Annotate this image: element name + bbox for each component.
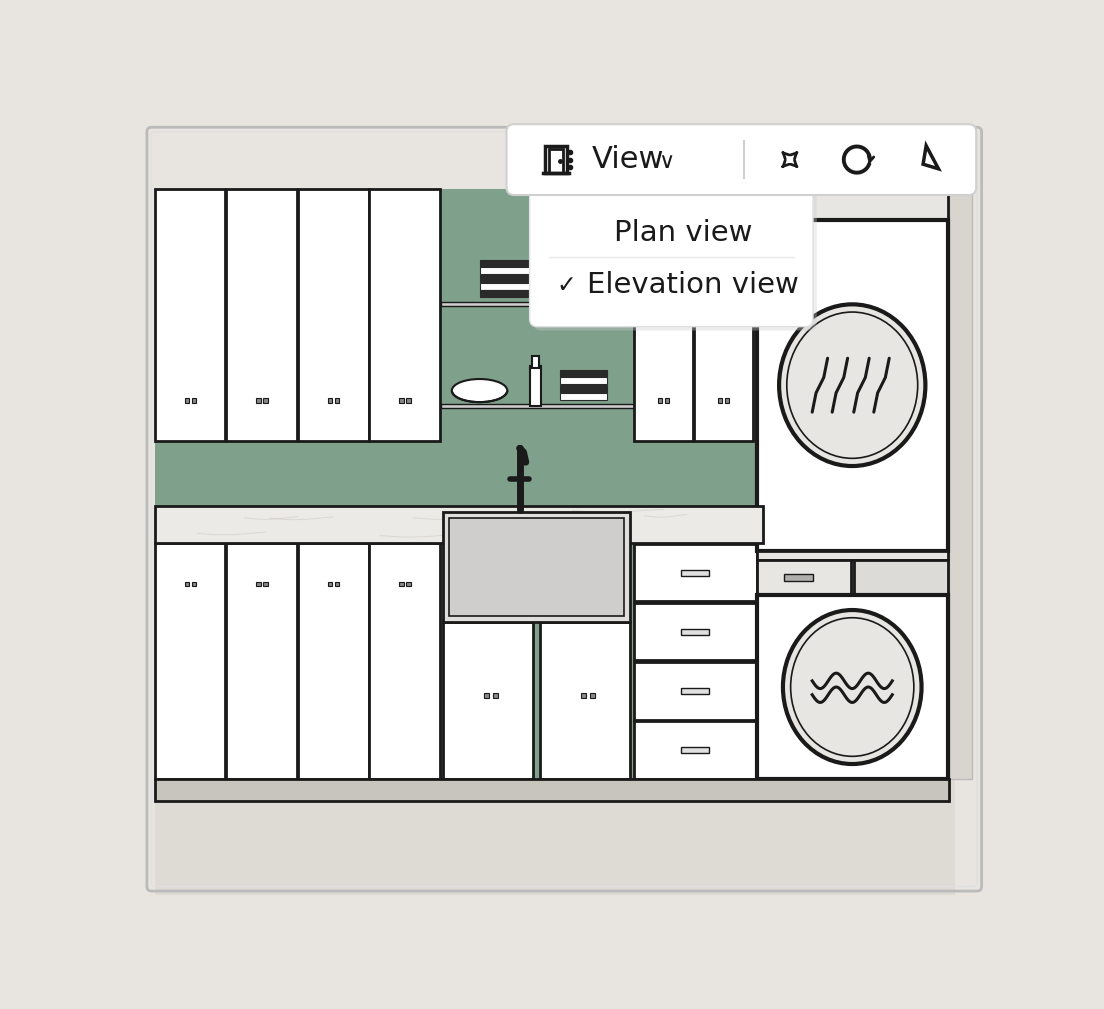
Bar	[725, 399, 730, 403]
Text: ∨: ∨	[659, 152, 675, 172]
Bar	[442, 405, 634, 409]
FancyBboxPatch shape	[530, 187, 813, 327]
Ellipse shape	[790, 618, 914, 757]
Bar	[400, 581, 404, 586]
Bar	[853, 560, 947, 594]
Bar	[718, 399, 722, 403]
Bar	[155, 779, 949, 801]
Ellipse shape	[779, 305, 925, 466]
Bar	[443, 513, 630, 623]
Bar	[493, 693, 498, 697]
Bar	[949, 189, 973, 779]
FancyBboxPatch shape	[507, 124, 976, 195]
Bar	[665, 399, 669, 403]
Bar	[406, 581, 411, 586]
Bar	[561, 385, 606, 393]
FancyBboxPatch shape	[533, 191, 817, 331]
Bar	[634, 544, 756, 601]
Bar	[756, 189, 947, 220]
Bar	[540, 623, 630, 779]
Bar	[479, 267, 535, 274]
Bar	[184, 399, 189, 403]
Bar	[756, 560, 851, 594]
Bar	[335, 581, 339, 586]
Bar	[442, 302, 634, 306]
Bar	[328, 581, 332, 586]
Bar	[561, 377, 606, 384]
Bar	[479, 275, 535, 282]
Bar	[400, 399, 404, 403]
Bar	[581, 693, 586, 697]
Text: Plan view: Plan view	[614, 219, 752, 247]
Bar	[328, 399, 332, 403]
Bar	[634, 662, 756, 719]
Bar	[298, 189, 369, 441]
Ellipse shape	[452, 379, 507, 403]
Bar	[479, 291, 535, 298]
Bar	[479, 283, 535, 290]
Bar	[448, 519, 625, 616]
Bar	[298, 543, 369, 779]
Bar	[634, 189, 693, 441]
Bar	[370, 189, 440, 441]
Bar	[256, 581, 261, 586]
Bar	[155, 507, 763, 543]
Bar	[406, 399, 411, 403]
Bar	[155, 189, 225, 441]
Bar	[530, 366, 541, 406]
Bar	[532, 356, 539, 368]
Bar	[681, 569, 709, 576]
Bar	[561, 393, 606, 400]
Ellipse shape	[783, 610, 922, 764]
Bar	[572, 250, 584, 302]
Bar	[756, 220, 947, 551]
Bar	[681, 747, 709, 753]
Bar	[443, 623, 533, 779]
Bar	[658, 399, 662, 403]
Bar	[575, 240, 581, 254]
Bar	[370, 543, 440, 779]
Bar	[693, 189, 753, 441]
Bar	[335, 399, 339, 403]
Bar	[226, 189, 297, 441]
Bar	[549, 148, 563, 174]
Bar	[485, 693, 489, 697]
Bar	[634, 721, 756, 779]
Bar	[256, 399, 261, 403]
Bar	[681, 688, 709, 694]
Bar	[618, 189, 747, 204]
Bar	[545, 145, 566, 174]
Bar	[591, 693, 595, 697]
Bar	[479, 259, 535, 266]
Text: View: View	[592, 145, 665, 175]
Ellipse shape	[787, 312, 917, 458]
Bar	[681, 629, 709, 635]
Bar	[192, 581, 197, 586]
Bar	[561, 369, 606, 376]
Bar	[756, 594, 947, 779]
Bar	[155, 543, 225, 779]
Bar	[192, 399, 197, 403]
Bar	[263, 399, 268, 403]
Bar	[263, 581, 268, 586]
Bar	[756, 551, 947, 560]
Bar	[784, 574, 813, 581]
Bar	[155, 779, 955, 895]
Bar	[155, 189, 955, 779]
Bar	[756, 189, 799, 220]
Text: Elevation view: Elevation view	[587, 271, 799, 299]
Bar	[634, 603, 756, 661]
Text: ✓: ✓	[556, 273, 576, 297]
Bar	[226, 543, 297, 779]
Bar	[184, 581, 189, 586]
